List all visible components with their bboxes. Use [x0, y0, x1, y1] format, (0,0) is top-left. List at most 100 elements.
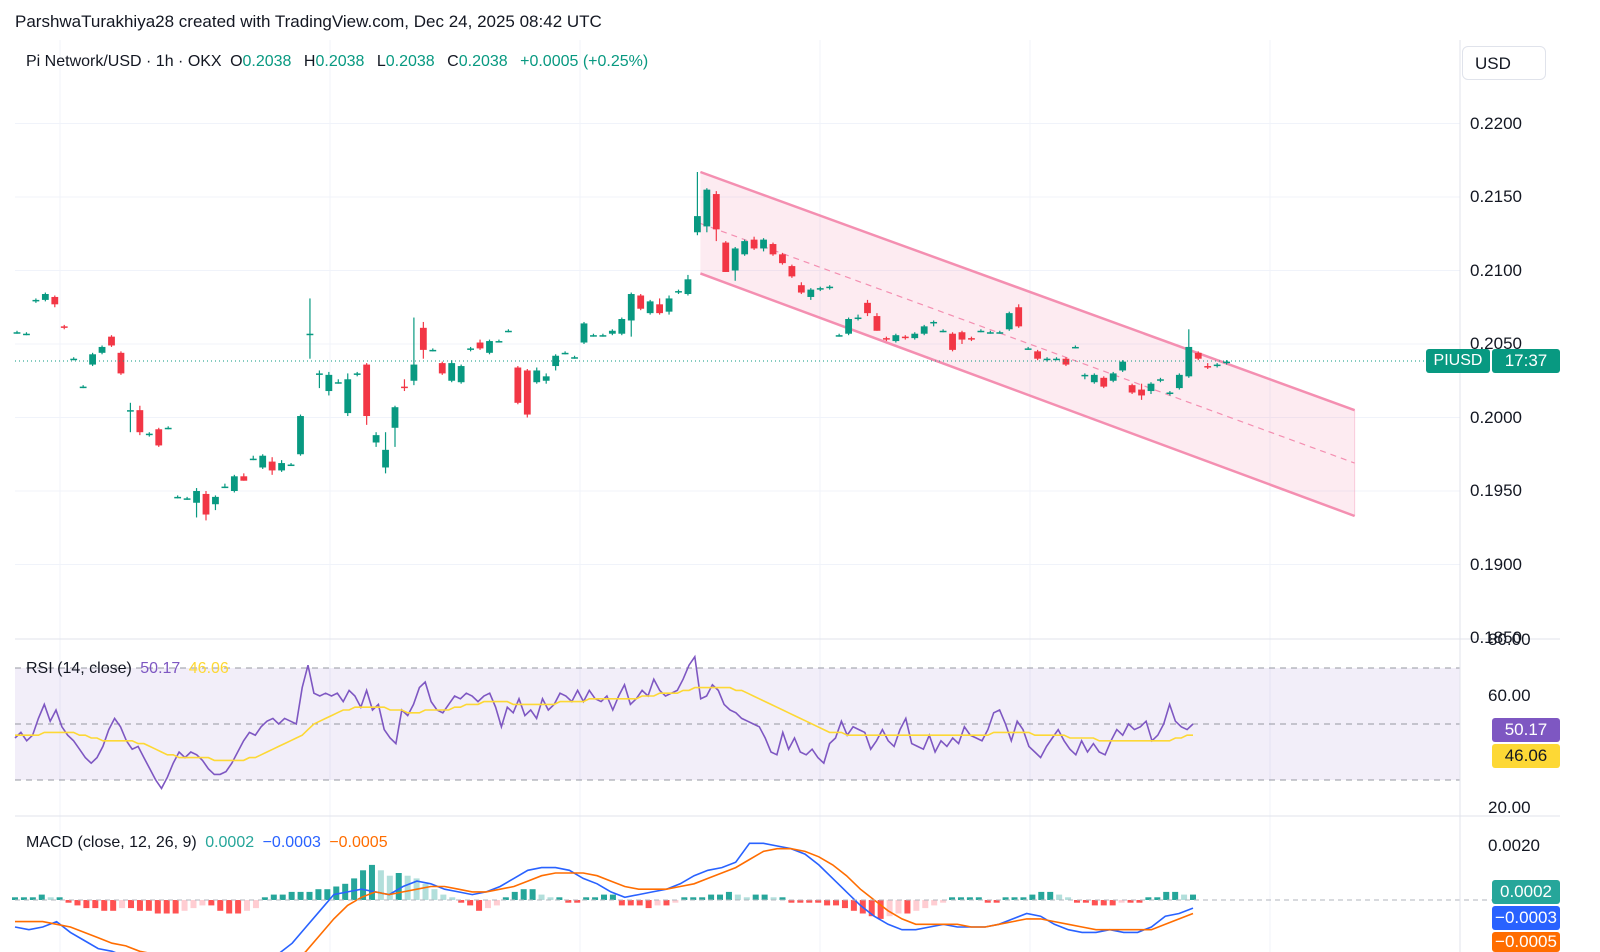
candle-body — [580, 323, 588, 343]
signal-line — [15, 847, 1194, 952]
macd-tick-label: 0.0020 — [1488, 836, 1540, 855]
macd-histogram-bar — [1047, 891, 1054, 900]
candle-body — [117, 352, 125, 374]
macd-histogram-bar — [29, 897, 36, 900]
candle-body — [1138, 389, 1145, 396]
candle-body — [212, 496, 219, 505]
symbol-title[interactable]: Pi Network/USD · 1h · OKX — [26, 53, 222, 70]
macd-histogram-bar — [815, 900, 822, 903]
macd-histogram-bar — [1056, 894, 1063, 900]
macd-histogram-bar — [422, 883, 429, 900]
macd-histogram-bar — [467, 900, 474, 906]
candle-body — [448, 363, 456, 381]
candle-body — [911, 333, 919, 339]
candle-body — [155, 429, 163, 446]
macd-histogram-bar — [172, 900, 179, 914]
candle-body — [486, 341, 493, 353]
price-tick-label: 0.2150 — [1470, 187, 1522, 206]
macd-histogram-bar — [699, 897, 706, 900]
macd-line-tag: −0.0003 — [1492, 906, 1560, 930]
candle-body — [372, 435, 380, 443]
rsi-legend[interactable]: RSI (14, close) 50.17 46.06 — [26, 660, 233, 678]
macd-histogram-bar — [1145, 897, 1152, 900]
candle-body — [807, 289, 815, 297]
macd-histogram-bar — [1163, 891, 1170, 900]
macd-histogram-bar — [913, 900, 920, 911]
macd-histogram-bar — [538, 894, 545, 900]
candle-body — [523, 370, 531, 415]
rsi-value-tag: 50.17 — [1492, 718, 1560, 742]
macd-histogram-bar — [1082, 900, 1089, 903]
macd-histogram-bar — [181, 900, 188, 911]
macd-hist-value: 0.0002 — [205, 834, 255, 851]
candle-body — [1100, 377, 1108, 387]
candle-body — [977, 330, 985, 333]
candle-body — [1062, 358, 1070, 365]
macd-histogram-bar — [833, 900, 840, 906]
macd-histogram-bar — [101, 900, 108, 911]
candle-body — [542, 376, 550, 381]
macd-histogram-bar — [1029, 894, 1036, 900]
candle-body — [816, 288, 824, 290]
macd-histogram-bar — [574, 900, 581, 903]
candle-body — [1175, 374, 1183, 389]
macd-histogram-bar — [717, 894, 724, 900]
candle-body — [249, 458, 257, 461]
candle-body — [627, 294, 635, 321]
candle-body — [986, 332, 994, 334]
macd-histogram-bar — [83, 900, 90, 909]
macd-histogram-bar — [333, 886, 340, 900]
candle-body — [712, 194, 720, 230]
candle-body — [514, 367, 522, 403]
macd-histogram-bar — [770, 897, 777, 900]
macd-histogram-bar — [1181, 894, 1188, 900]
candle-body — [98, 346, 106, 353]
candle-body — [164, 427, 172, 430]
macd-histogram-bar — [1154, 897, 1161, 900]
candle-body — [438, 363, 446, 374]
candlestick-series — [13, 172, 1230, 521]
candle-body — [694, 216, 701, 233]
price-tick-label: 0.2050 — [1470, 334, 1522, 353]
macd-histogram-bar — [360, 870, 367, 900]
descending-channel[interactable] — [699, 170, 1356, 518]
macd-histogram-bar — [824, 900, 831, 906]
candle-body — [259, 455, 267, 468]
candle-body — [930, 321, 938, 324]
macd-histogram-bar — [993, 900, 1000, 903]
macd-histogram-bar — [458, 900, 465, 903]
candle-body — [221, 486, 229, 489]
price-tick-label: 0.1850 — [1470, 628, 1522, 647]
rsi-title[interactable]: RSI (14, close) — [26, 660, 132, 677]
macd-histogram-bar — [136, 900, 143, 911]
candle-body — [1015, 307, 1023, 327]
high-value: 0.2038 — [315, 53, 365, 70]
candle-body — [51, 296, 59, 305]
macd-histogram-bar — [1109, 900, 1116, 906]
macd-title[interactable]: MACD (close, 12, 26, 9) — [26, 834, 197, 851]
macd-histogram-bar — [92, 900, 99, 909]
macd-histogram-bar — [1100, 900, 1107, 906]
macd-histogram-bar — [708, 894, 715, 900]
macd-histogram-bar — [128, 900, 135, 909]
open-label: O — [230, 53, 243, 70]
candle-body — [741, 241, 749, 255]
candle-body — [316, 373, 323, 375]
candle-body — [391, 407, 399, 428]
macd-legend[interactable]: MACD (close, 12, 26, 9) 0.0002 −0.0003 −… — [26, 834, 392, 852]
candle-body — [193, 491, 200, 503]
candle-body — [968, 338, 975, 340]
macd-histogram-bar — [931, 900, 938, 906]
high-label: H — [303, 53, 316, 70]
candle-body — [202, 493, 210, 515]
candle-body — [920, 326, 928, 334]
candle-body — [1119, 361, 1127, 371]
candle-body — [1072, 346, 1079, 349]
macd-histogram-bar — [252, 900, 259, 909]
candle-body — [883, 338, 890, 340]
symbol-legend[interactable]: Pi Network/USD · 1h · OKX O0.2038 H0.203… — [26, 53, 652, 71]
macd-histogram-bar — [1190, 894, 1196, 900]
currency-selector[interactable]: USD — [1462, 46, 1546, 80]
macd-histogram-bar — [476, 900, 483, 911]
